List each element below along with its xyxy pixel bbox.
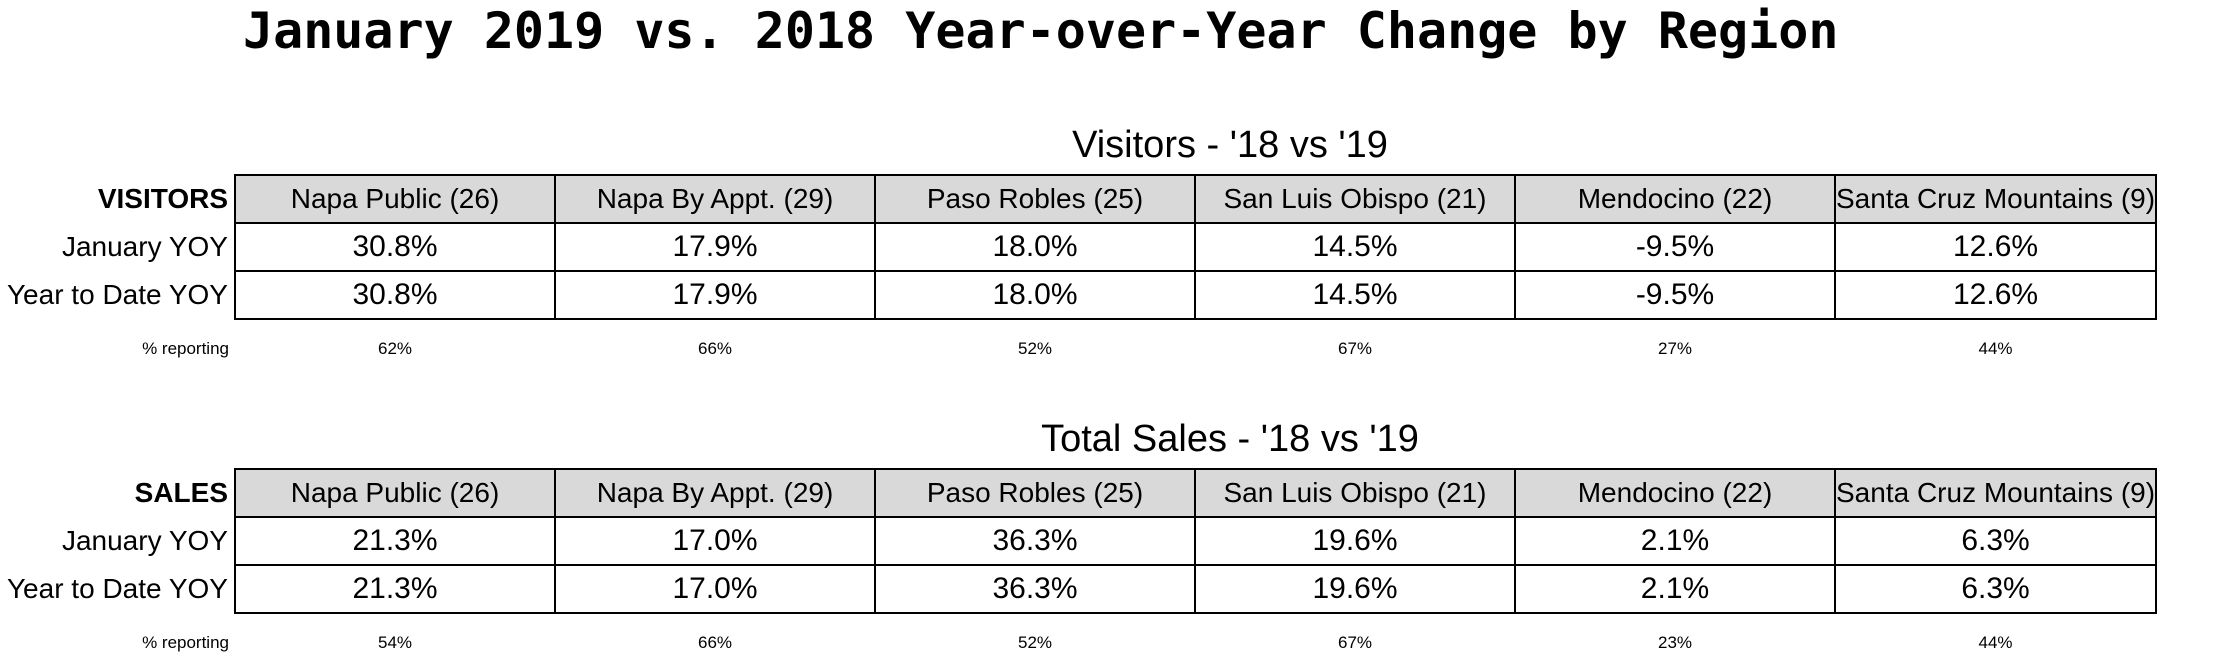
value-cell: 17.9%: [554, 222, 876, 272]
value-cell: 18.0%: [874, 222, 1196, 272]
row-label: January YOY: [61, 525, 228, 556]
value-cell: 2.1%: [1514, 564, 1836, 614]
value-cell: 17.0%: [554, 516, 876, 566]
reporting-value: 67%: [1337, 339, 1373, 358]
value-cell: 21.3%: [234, 564, 556, 614]
value-cell: 19.6%: [1194, 516, 1516, 566]
value-cell: 6.3%: [1833, 564, 2158, 614]
table-row: January YOY 21.3% 17.0% 36.3% 19.6% 2.1%…: [0, 516, 2158, 566]
table-header-row: SALES Napa Public (26) Napa By Appt. (29…: [0, 468, 2158, 518]
region-header: Paso Robles (25): [874, 468, 1196, 518]
reporting-row: % reporting 54% 66% 52% 67% 23% 44%: [0, 613, 2156, 672]
table-row: Year to Date YOY 30.8% 17.9% 18.0% 14.5%…: [0, 270, 2158, 320]
reporting-label: % reporting: [142, 338, 229, 358]
value-cell: 36.3%: [874, 564, 1196, 614]
region-header: Mendocino (22): [1514, 468, 1836, 518]
value-cell: 2.1%: [1514, 516, 1836, 566]
value-cell: -9.5%: [1514, 270, 1836, 320]
value-cell: 17.9%: [554, 270, 876, 320]
value-cell: 14.5%: [1194, 270, 1516, 320]
region-header: Napa By Appt. (29): [554, 174, 876, 224]
row-label: Year to Date YOY: [6, 279, 228, 310]
reporting-row: % reporting 62% 66% 52% 67% 27% 44%: [0, 319, 2156, 378]
value-cell: 12.6%: [1833, 222, 2158, 272]
value-cell: 14.5%: [1194, 222, 1516, 272]
region-header: San Luis Obispo (21): [1194, 468, 1516, 518]
value-cell: 30.8%: [234, 270, 556, 320]
region-header: Paso Robles (25): [874, 174, 1196, 224]
reporting-value: 52%: [1017, 339, 1053, 358]
region-header: San Luis Obispo (21): [1194, 174, 1516, 224]
page-title: January 2019 vs. 2018 Year-over-Year Cha…: [243, 2, 1839, 60]
visitors-corner-label: VISITORS: [97, 183, 228, 214]
reporting-label: % reporting: [142, 632, 229, 652]
value-cell: 18.0%: [874, 270, 1196, 320]
value-cell: 30.8%: [234, 222, 556, 272]
value-cell: 21.3%: [234, 516, 556, 566]
value-cell: 6.3%: [1833, 516, 2158, 566]
reporting-value: 44%: [1978, 339, 2013, 358]
reporting-value: 54%: [377, 633, 413, 652]
region-header: Napa Public (26): [234, 468, 556, 518]
reporting-value: 66%: [697, 339, 733, 358]
reporting-value: 67%: [1337, 633, 1373, 652]
reporting-value: 44%: [1978, 633, 2013, 652]
table-row: January YOY 30.8% 17.9% 18.0% 14.5% -9.5…: [0, 222, 2158, 272]
row-label: January YOY: [61, 231, 228, 262]
region-header: Santa Cruz Mountains (9): [1833, 174, 2158, 224]
sales-table: SALES Napa Public (26) Napa By Appt. (29…: [0, 468, 2158, 672]
sales-section-title: Total Sales - '18 vs '19: [1041, 418, 1419, 460]
value-cell: 17.0%: [554, 564, 876, 614]
region-header: Santa Cruz Mountains (9): [1833, 468, 2158, 518]
reporting-value: 23%: [1657, 633, 1693, 652]
value-cell: 36.3%: [874, 516, 1196, 566]
region-header: Napa Public (26): [234, 174, 556, 224]
table-row: Year to Date YOY 21.3% 17.0% 36.3% 19.6%…: [0, 564, 2158, 614]
reporting-value: 62%: [377, 339, 413, 358]
table-header-row: VISITORS Napa Public (26) Napa By Appt. …: [0, 174, 2158, 224]
sales-corner-label: SALES: [134, 477, 228, 508]
reporting-value: 52%: [1017, 633, 1053, 652]
value-cell: -9.5%: [1514, 222, 1836, 272]
row-label: Year to Date YOY: [6, 573, 228, 604]
reporting-value: 66%: [697, 633, 733, 652]
value-cell: 12.6%: [1833, 270, 2158, 320]
visitors-section-title: Visitors - '18 vs '19: [1072, 124, 1388, 166]
region-header: Napa By Appt. (29): [554, 468, 876, 518]
reporting-value: 27%: [1657, 339, 1693, 358]
value-cell: 19.6%: [1194, 564, 1516, 614]
visitors-table: VISITORS Napa Public (26) Napa By Appt. …: [0, 174, 2158, 378]
region-header: Mendocino (22): [1514, 174, 1836, 224]
